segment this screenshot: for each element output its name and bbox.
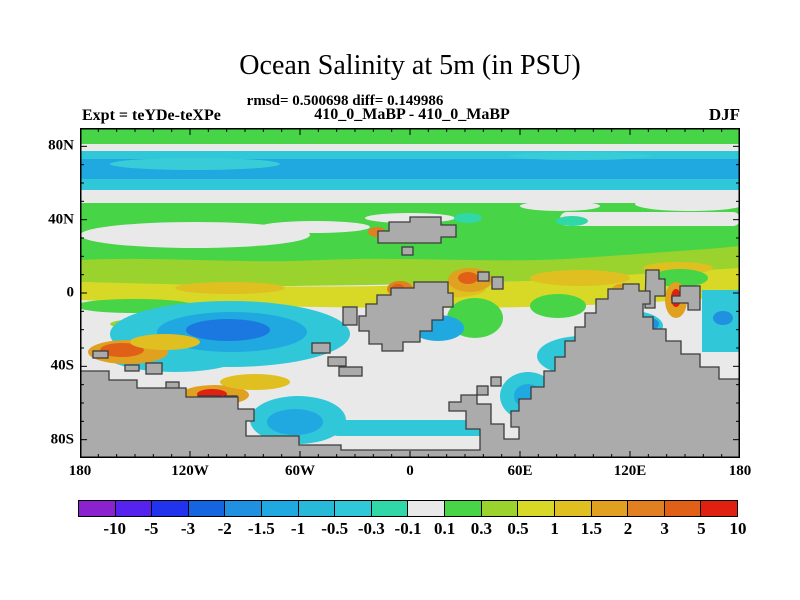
x-axis-label: 180 xyxy=(68,463,92,479)
colorbar-label: -5 xyxy=(144,519,159,538)
x-axis-label: 60E xyxy=(507,463,533,479)
stats-line: rmsd= 0.500698 diff= 0.149986 xyxy=(246,93,444,109)
colorbar-label: -0.3 xyxy=(357,519,385,538)
y-axis-label: 40S xyxy=(50,357,74,374)
page-title: Ocean Salinity at 5m (in PSU) xyxy=(239,50,581,81)
x-axis-label: 0 xyxy=(406,463,414,479)
colorbar-segment xyxy=(591,501,629,516)
colorbar-label: -0.5 xyxy=(321,519,349,538)
run-label: 410_0_MaBP - 410_0_MaBP xyxy=(314,106,510,123)
colorbar-label: 1 xyxy=(550,519,559,538)
colorbar-label: 5 xyxy=(697,519,706,538)
colorbar-label: -2 xyxy=(217,519,232,538)
colorbar-segment xyxy=(188,501,226,516)
colorbar-segment xyxy=(445,501,482,516)
colorbar-label: 2 xyxy=(623,519,633,538)
colorbar-label: 0.5 xyxy=(507,519,529,538)
colorbar-segment xyxy=(298,501,336,516)
colorbar-segment xyxy=(481,501,519,516)
colorbar-segment xyxy=(225,501,263,516)
colorbar-segment xyxy=(664,501,702,516)
colorbar-label: -1.5 xyxy=(247,519,275,538)
x-axis-label: 60W xyxy=(285,463,315,479)
season-label: DJF xyxy=(708,105,740,124)
y-axis-label: 40N xyxy=(48,211,74,228)
colorbar-segment xyxy=(115,501,153,516)
colorbar xyxy=(78,500,738,517)
y-axis-label: 80S xyxy=(50,431,74,448)
colorbar-label: 1.5 xyxy=(580,519,602,538)
colorbar-label: 0.3 xyxy=(470,519,492,538)
colorbar-segment xyxy=(262,501,299,516)
colorbar-label: -10 xyxy=(103,519,126,538)
colorbar-label: -1 xyxy=(290,519,306,538)
y-axis-label: 0 xyxy=(66,284,75,301)
colorbar-segment xyxy=(79,501,116,516)
colorbar-label: 3 xyxy=(660,519,669,538)
colorbar-segment xyxy=(371,501,409,516)
x-axis-label: 180 xyxy=(728,463,752,479)
x-axis-label: 120W xyxy=(171,463,209,479)
map-frame xyxy=(80,128,740,458)
colorbar-segment xyxy=(554,501,592,516)
colorbar-label: -0.1 xyxy=(394,519,422,538)
colorbar-segment xyxy=(152,501,189,516)
colorbar-label: 10 xyxy=(729,519,747,538)
colorbar-segment xyxy=(628,501,665,516)
colorbar-segment xyxy=(408,501,446,516)
y-axis-label: 80N xyxy=(48,137,74,154)
colorbar-label: -3 xyxy=(180,519,196,538)
colorbar-segment xyxy=(701,501,737,516)
colorbar-segment xyxy=(335,501,372,516)
land-masses xyxy=(80,216,740,458)
x-axis-label: 120E xyxy=(613,463,647,479)
colorbar-segment xyxy=(518,501,555,516)
experiment-label: Expt = teYDe-teXPe xyxy=(82,107,221,124)
colorbar-label: 0.1 xyxy=(434,519,456,538)
salinity-map xyxy=(80,128,740,458)
